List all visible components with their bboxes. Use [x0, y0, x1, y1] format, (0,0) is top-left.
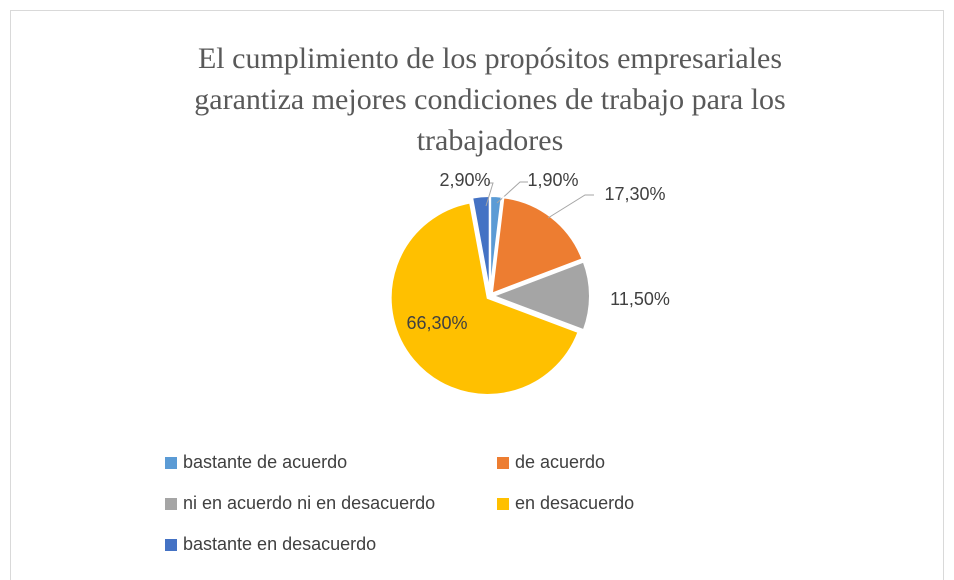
legend-label: ni en acuerdo ni en desacuerdo — [183, 493, 435, 513]
legend-label: de acuerdo — [515, 452, 605, 472]
legend-label: bastante en desacuerdo — [183, 534, 376, 554]
chart-title: El cumplimiento de los propósitos empres… — [194, 42, 786, 157]
legend-swatch — [165, 498, 177, 510]
legend-swatch — [497, 498, 509, 510]
data-label: 66,30% — [406, 313, 467, 333]
data-label: 2,90% — [439, 170, 490, 190]
pie-slice — [490, 196, 584, 296]
leader-line — [496, 181, 528, 204]
data-label: 11,50% — [610, 289, 670, 309]
legend-swatch — [497, 457, 509, 469]
leader-line — [547, 194, 594, 219]
data-label: 17,30% — [604, 184, 665, 204]
pie-slice — [470, 195, 491, 294]
leader-line — [485, 182, 494, 207]
legend-label: en desacuerdo — [515, 493, 634, 513]
legend-swatch — [165, 457, 177, 469]
legend-swatch — [165, 539, 177, 551]
chart-border — [10, 10, 944, 580]
pie-slice — [490, 260, 591, 332]
legend-label: bastante de acuerdo — [183, 452, 347, 472]
data-label: 1,90% — [527, 170, 578, 190]
pie-slice — [389, 201, 580, 396]
